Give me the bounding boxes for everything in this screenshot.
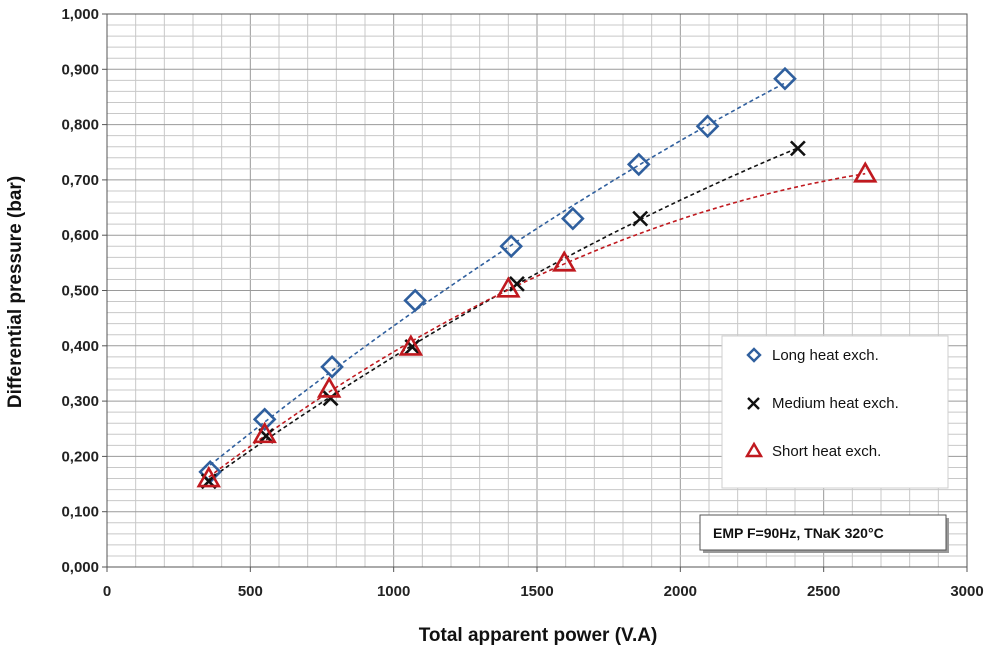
x-tick-label: 500 bbox=[238, 583, 263, 600]
y-tick-label: 0,700 bbox=[61, 172, 99, 189]
trendline bbox=[208, 172, 866, 478]
trendline bbox=[208, 147, 799, 481]
data-point bbox=[316, 376, 342, 398]
data-point bbox=[252, 407, 277, 432]
data-point bbox=[632, 210, 649, 227]
y-tick-label: 0,200 bbox=[61, 448, 99, 465]
y-tick-label: 0,600 bbox=[61, 227, 99, 244]
trendlines bbox=[208, 82, 866, 481]
y-tick-label: 0,300 bbox=[61, 393, 99, 410]
x-tick-label: 2000 bbox=[664, 583, 697, 600]
data-marks bbox=[196, 66, 878, 490]
legend-label: Short heat exch. bbox=[772, 443, 881, 460]
y-tick-label: 1,000 bbox=[61, 6, 99, 23]
y-tick-label: 0,500 bbox=[61, 283, 99, 300]
y-tick-label: 0,800 bbox=[61, 117, 99, 134]
y-tick-label: 0,400 bbox=[61, 338, 99, 355]
legend-box bbox=[721, 335, 949, 489]
x-tick-label: 1500 bbox=[520, 583, 553, 600]
data-point bbox=[496, 276, 521, 298]
data-point bbox=[789, 140, 806, 157]
y-axis-title: Differential pressure (bar) bbox=[5, 176, 26, 408]
x-tick-label: 0 bbox=[103, 583, 111, 600]
data-point bbox=[852, 161, 878, 183]
y-axis-ticks: 0,000 0,100 0,200 0,300 0,400 0,500 0,600 0,700… bbox=[61, 6, 107, 576]
data-point bbox=[499, 234, 524, 259]
x-tick-label: 3000 bbox=[950, 583, 983, 600]
trendline bbox=[209, 82, 786, 466]
data-point bbox=[560, 206, 585, 231]
y-tick-label: 0,000 bbox=[61, 559, 99, 576]
data-point bbox=[773, 66, 797, 91]
legend-entry: Long heat exch. bbox=[746, 347, 879, 364]
legend-marker bbox=[744, 441, 764, 458]
data-point bbox=[695, 114, 720, 139]
legend-entry: Short heat exch. bbox=[744, 441, 881, 460]
data-point bbox=[252, 421, 277, 444]
x-tick-label: 1000 bbox=[377, 583, 410, 600]
x-axis-title: Total apparent power (V.A) bbox=[419, 625, 658, 646]
x-axis-ticks: 0 500 1000 1500 2000 2500 3000 bbox=[103, 567, 984, 600]
data-point bbox=[398, 334, 424, 356]
legend-label: Long heat exch. bbox=[772, 347, 879, 364]
data-point bbox=[551, 250, 577, 272]
data-point bbox=[403, 288, 428, 313]
condition-note-box bbox=[699, 514, 947, 551]
data-point bbox=[322, 390, 339, 407]
data-point bbox=[196, 465, 222, 488]
legend: Long heat exch. Medium heat exch. Short he… bbox=[721, 335, 949, 489]
data-point bbox=[509, 275, 525, 292]
data-point bbox=[626, 152, 651, 177]
data-point bbox=[320, 354, 344, 379]
condition-note-text: EMP F=90Hz, TNaK 320°C bbox=[713, 525, 884, 541]
legend-marker bbox=[747, 397, 760, 410]
legend-entry: Medium heat exch. bbox=[747, 395, 899, 412]
x-tick-label: 2500 bbox=[807, 583, 840, 600]
legend-marker bbox=[746, 347, 762, 363]
condition-note: EMP F=90Hz, TNaK 320°C bbox=[699, 514, 949, 553]
y-tick-label: 0,100 bbox=[61, 504, 99, 521]
y-tick-label: 0,900 bbox=[61, 61, 99, 78]
legend-label: Medium heat exch. bbox=[772, 395, 899, 412]
